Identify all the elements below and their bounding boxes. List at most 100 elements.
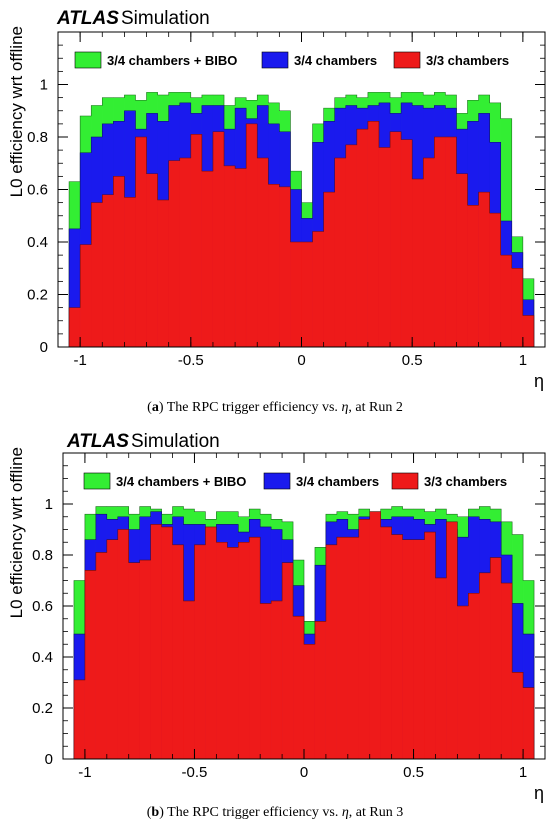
x-tick-label: 0.5 xyxy=(402,352,423,369)
histogram-bin xyxy=(358,519,370,760)
y-tick-label: 0.2 xyxy=(32,700,53,717)
histogram-bin xyxy=(281,562,294,760)
histogram-bin xyxy=(223,165,236,348)
y-tick-label: 0.4 xyxy=(32,649,53,666)
caption-run2: (a) The RPC trigger efficiency vs. η, at… xyxy=(147,400,403,415)
legend-swatch xyxy=(74,51,102,69)
histogram-bin xyxy=(201,170,214,348)
caption-symbol: η xyxy=(341,400,349,415)
histogram-bin xyxy=(325,544,338,760)
legend-label: 3/4 chambers xyxy=(294,53,377,68)
histogram-bin xyxy=(413,539,425,760)
histogram-bin xyxy=(234,168,247,348)
y-axis-title: L0 efficiency wrt offline xyxy=(7,447,26,618)
series-outline xyxy=(73,511,535,759)
legend: 3/4 chambers + BIBO 3/4 chambers 3/3 chamb… xyxy=(83,472,507,490)
caption-text: The RPC trigger efficiency vs. xyxy=(166,400,342,415)
histogram-bin xyxy=(522,687,535,760)
histogram-bin xyxy=(411,178,424,348)
histogram-bin xyxy=(194,544,206,760)
x-tick-label: 1 xyxy=(519,764,527,781)
histogram-bin xyxy=(179,157,192,348)
histogram-bin xyxy=(345,144,358,348)
histogram-bin xyxy=(500,582,513,760)
experiment-label: ATLAS xyxy=(56,8,119,29)
histogram-bin xyxy=(424,531,436,760)
histogram-bin xyxy=(268,184,280,348)
histogram-bin xyxy=(95,552,108,760)
histogram-bin xyxy=(73,679,86,760)
histogram-bin xyxy=(91,202,103,348)
histogram-bin xyxy=(522,315,535,348)
legend-swatch xyxy=(83,472,111,490)
histogram-bin xyxy=(367,121,380,348)
caption-run3: (b) The RPC trigger efficiency vs. η, at… xyxy=(146,805,404,820)
y-axis-title: L0 efficiency wrt offline xyxy=(7,26,26,197)
histogram-bin xyxy=(334,157,346,348)
histogram-bin xyxy=(303,644,316,760)
histogram-bin xyxy=(68,307,81,348)
experiment-label: ATLAS xyxy=(66,431,129,452)
chart-panel-run2: 0 0.2 0.4 0.6 0.8 1 -1 -0.5 0 0.5 1 η L0 efficiency … xyxy=(7,8,546,415)
histogram-bin xyxy=(467,205,479,348)
histogram-bin xyxy=(378,147,391,348)
caption-symbol: η xyxy=(341,805,349,820)
legend-label: 3/4 chambers xyxy=(296,474,379,489)
histogram-bin xyxy=(369,511,381,760)
experiment-tag: Simulation xyxy=(121,8,210,29)
legend-swatch xyxy=(393,51,421,69)
histogram-bin xyxy=(257,157,269,348)
y-tick-label: 0.8 xyxy=(32,547,53,564)
histogram-bin xyxy=(402,539,414,760)
histogram-bin xyxy=(157,199,169,348)
histogram-bin xyxy=(323,191,335,348)
histogram-bin xyxy=(279,186,291,348)
y-tick-label: 0.6 xyxy=(27,182,48,199)
histogram-bin xyxy=(511,672,524,760)
histogram-bin xyxy=(356,128,369,348)
y-tick-label: 1 xyxy=(45,496,53,513)
histogram-bin xyxy=(500,254,512,348)
series-outline xyxy=(73,506,535,759)
histogram-bin xyxy=(84,570,97,760)
caption-text: The RPC trigger efficiency vs. xyxy=(167,805,342,820)
histogram-bin xyxy=(79,244,92,348)
histogram-bin xyxy=(245,123,258,348)
histogram-bin xyxy=(150,524,162,760)
histogram-bin xyxy=(301,241,313,348)
histogram-bin xyxy=(113,176,125,348)
histogram-bin xyxy=(161,526,173,760)
y-tick-label: 0.8 xyxy=(27,129,48,146)
histogram-bin xyxy=(456,173,468,348)
x-axis-title: η xyxy=(534,783,544,803)
caption-text-end: , at Run 2 xyxy=(348,400,403,415)
legend: 3/4 chambers + BIBO 3/4 chambers 3/3 chamb… xyxy=(74,51,509,69)
histogram-bin xyxy=(336,536,349,760)
histogram-bin xyxy=(446,521,458,760)
x-tick-label: 0 xyxy=(297,352,305,369)
histogram-bin xyxy=(479,572,491,760)
x-axis-title: η xyxy=(534,371,544,391)
histogram-bin xyxy=(106,539,118,760)
histogram-bin xyxy=(270,600,283,760)
x-tick-label: -1 xyxy=(78,764,91,781)
histogram-bin xyxy=(423,157,435,348)
x-tick-label: 0 xyxy=(300,764,308,781)
experiment-tag: Simulation xyxy=(131,431,220,452)
histogram-bin xyxy=(128,562,140,760)
x-tick-label: -0.5 xyxy=(178,352,204,369)
series-outline xyxy=(68,120,535,347)
caption-text-end: , at Run 3 xyxy=(348,805,404,820)
histogram-bin xyxy=(172,544,184,760)
histogram-bin xyxy=(124,197,136,348)
histogram-bin xyxy=(490,557,502,760)
legend-label: 3/4 chambers + BIBO xyxy=(116,474,246,489)
histogram-bin xyxy=(434,136,446,348)
chart-panel-run3: 0 0.2 0.4 0.6 0.8 1 -1 -0.5 0 0.5 1 η L0 efficiency … xyxy=(0,425,550,829)
histogram-bin xyxy=(238,542,250,760)
histogram-bin xyxy=(212,131,225,348)
legend-swatch xyxy=(263,472,291,490)
caption-label: b xyxy=(151,805,160,820)
histogram-bin xyxy=(146,173,158,348)
histogram-bin xyxy=(249,536,261,760)
